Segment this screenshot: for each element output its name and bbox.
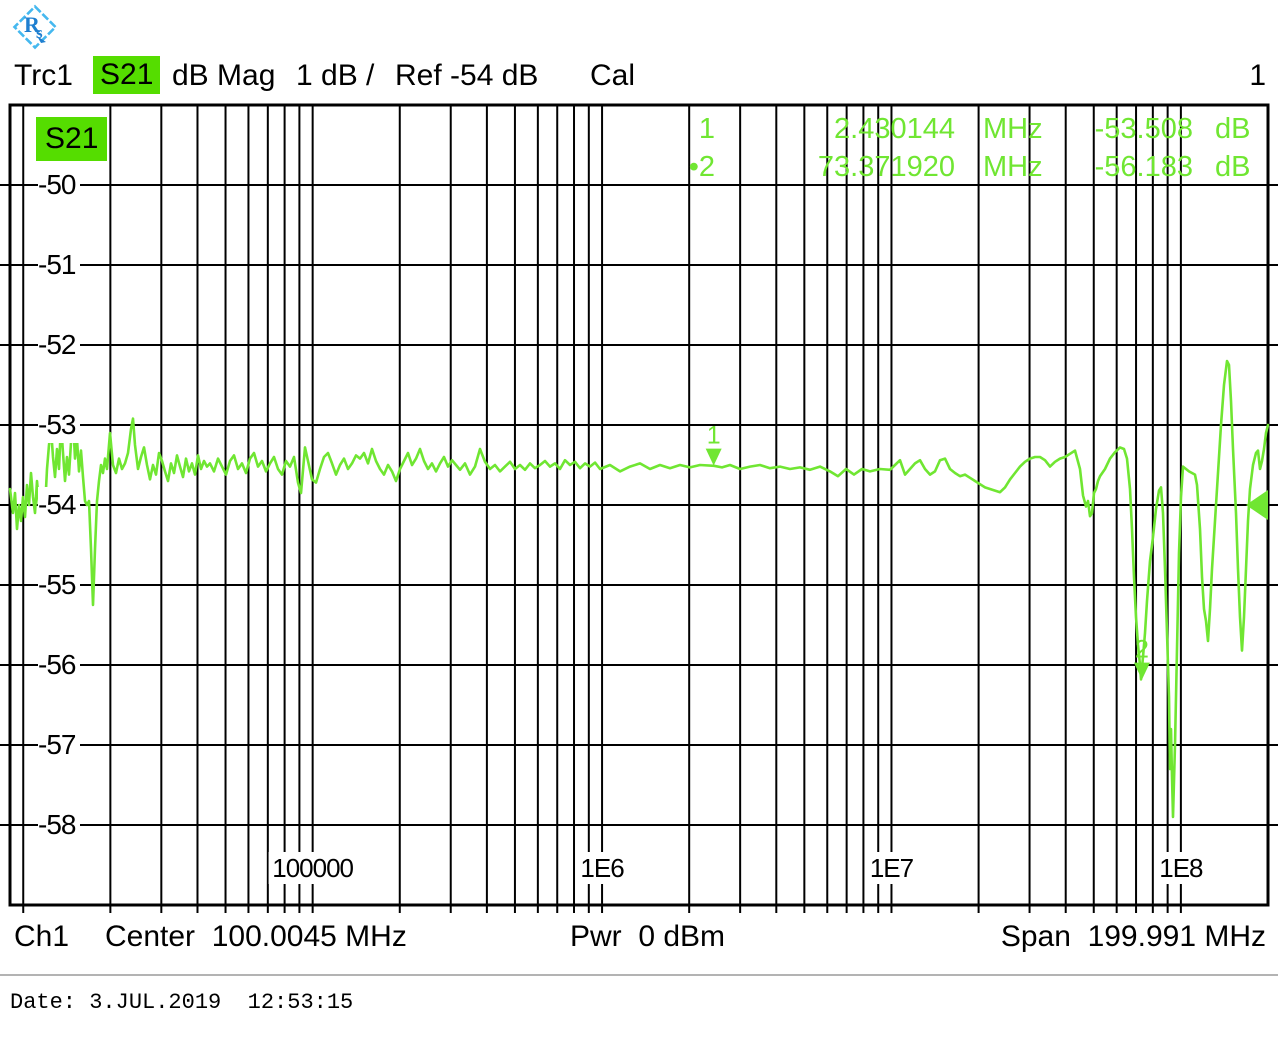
y-tick-label: -58 <box>38 807 81 843</box>
window-number-label: 1 <box>1249 59 1266 92</box>
marker-readout-table: 1 2.430144 MHz -53.508 dB •2 73.371920 MHz -56.1… <box>600 110 1275 186</box>
marker-freq: 73.371920 <box>817 151 955 183</box>
date-time-label: Date: 3.JUL.2019 12:53:15 <box>10 990 354 1015</box>
y-tick-label: -52 <box>38 327 81 363</box>
pwr-value: 0 dBm <box>638 920 726 953</box>
span-label[interactable]: Span 199.991 MHz <box>1001 913 1266 961</box>
center-freq-label[interactable]: Center 100.0045 MHz <box>105 913 407 961</box>
marker-unit: MHz <box>983 113 1043 145</box>
y-tick-label: -57 <box>38 727 81 763</box>
marker-num: 1 <box>698 113 715 145</box>
measured-parameter-badge[interactable]: S21 <box>93 56 161 94</box>
marker-2-glyph-label: 2 <box>1135 636 1149 664</box>
trace-name-label[interactable]: Trc1 <box>14 59 73 92</box>
x-tick-label: 1E6 <box>576 852 628 884</box>
marker-vunit: dB <box>1215 113 1251 145</box>
y-tick-label: -51 <box>38 247 81 283</box>
y-tick-label: -56 <box>38 647 81 683</box>
span-value: 199.991 MHz <box>1087 920 1266 953</box>
marker-val: -53.508 <box>1094 113 1193 145</box>
rohde-schwarz-logo-icon: R s <box>12 4 58 50</box>
svg-text:s: s <box>36 23 43 42</box>
y-tick-label: -50 <box>38 167 81 203</box>
marker-readout-row[interactable]: 1 2.430144 MHz -53.508 dB <box>600 110 1275 148</box>
cal-status-label[interactable]: Cal <box>590 59 636 92</box>
trace-label-badge[interactable]: S21 <box>36 117 108 161</box>
span-label-text: Span <box>1000 920 1071 953</box>
reference-level-arrow-icon[interactable] <box>1246 490 1268 520</box>
x-tick-label: 1E7 <box>865 852 918 884</box>
trace-format-label[interactable]: dB Mag <box>172 59 276 92</box>
marker-vunit: dB <box>1215 151 1251 183</box>
marker-readout-row[interactable]: •2 73.371920 MHz -56.183 dB <box>600 148 1275 186</box>
center-label: Center <box>105 920 196 953</box>
center-value: 100.0045 MHz <box>211 920 407 953</box>
pwr-label: Pwr <box>570 920 622 953</box>
x-tick-label: 1E8 <box>1155 852 1207 884</box>
channel-status-bar: Ch1 Center 100.0045 MHz Pwr 0 dBm Span 1… <box>0 913 1278 961</box>
y-tick-label: -55 <box>38 567 81 603</box>
svg-text:R: R <box>24 12 41 37</box>
marker-1-glyph-label: 1 <box>707 422 721 450</box>
footer-separator <box>0 974 1278 976</box>
marker-freq: 2.430144 <box>834 113 955 145</box>
y-tick-label: -53 <box>38 407 81 443</box>
measurement-diagram: 12 <box>0 103 1278 913</box>
marker-val: -56.183 <box>1094 151 1193 183</box>
marker-1-icon[interactable] <box>705 448 722 466</box>
power-label[interactable]: Pwr 0 dBm <box>570 913 725 961</box>
channel-label[interactable]: Ch1 <box>14 920 70 953</box>
marker-2-icon[interactable] <box>1133 662 1150 680</box>
marker-num: •2 <box>688 151 715 183</box>
marker-unit: MHz <box>983 151 1043 183</box>
x-tick-label: 100000 <box>268 852 358 884</box>
scale-per-div-label[interactable]: 1 dB / <box>296 59 375 92</box>
y-tick-label: -54 <box>38 487 81 523</box>
s21-trace <box>8 359 1270 819</box>
reference-level-label[interactable]: Ref -54 dB <box>395 59 539 92</box>
